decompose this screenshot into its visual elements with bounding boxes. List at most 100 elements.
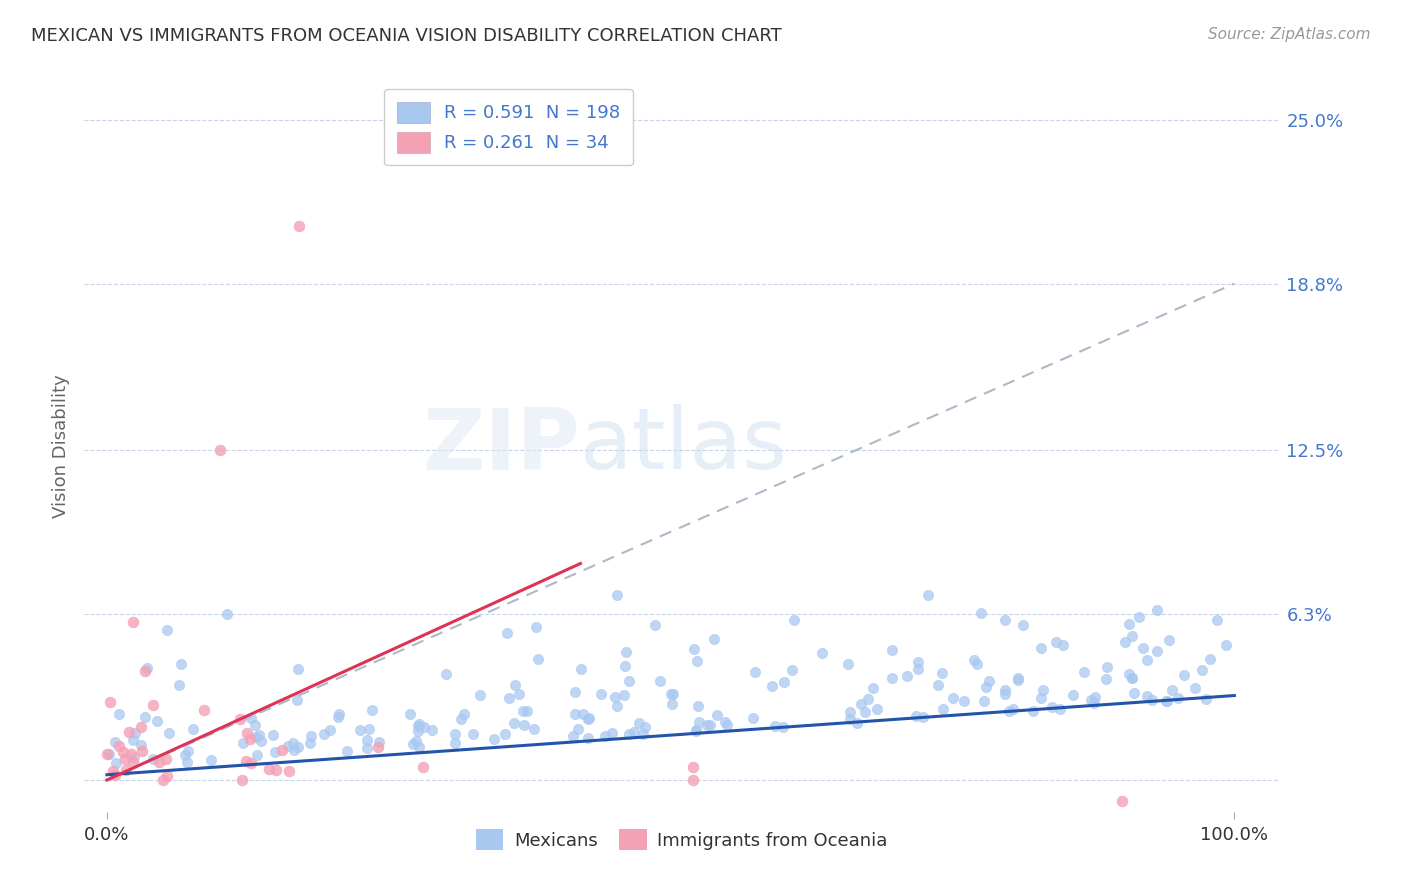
Point: [328, 706, 350, 721]
Point: [167, 678, 190, 692]
Point: [105, 756, 128, 770]
Point: [247, 728, 270, 742]
Point: [413, 720, 436, 734]
Point: [703, 632, 725, 646]
Point: [508, 687, 530, 701]
Point: [1012, 618, 1035, 632]
Point: [434, 667, 457, 681]
Point: [142, 752, 165, 766]
Point: [564, 706, 586, 721]
Point: [1114, 635, 1136, 649]
Point: [239, 731, 262, 746]
Point: [1118, 617, 1140, 632]
Point: [112, 745, 135, 759]
Point: [600, 725, 623, 739]
Point: [245, 730, 267, 744]
Point: [405, 734, 427, 748]
Point: [1154, 694, 1177, 708]
Point: [623, 725, 645, 739]
Point: [146, 714, 169, 728]
Point: [527, 651, 550, 665]
Point: [811, 647, 834, 661]
Point: [644, 618, 666, 632]
Point: [661, 698, 683, 712]
Point: [193, 703, 215, 717]
Point: [122, 755, 145, 769]
Point: [174, 747, 197, 762]
Point: [699, 718, 721, 732]
Point: [839, 705, 862, 719]
Point: [1097, 659, 1119, 673]
Point: [495, 625, 517, 640]
Point: [235, 725, 257, 739]
Point: [880, 642, 903, 657]
Point: [156, 769, 179, 783]
Point: [973, 694, 995, 708]
Point: [683, 641, 706, 656]
Point: [686, 654, 709, 668]
Point: [1121, 629, 1143, 643]
Point: [1184, 681, 1206, 696]
Point: [569, 662, 592, 676]
Point: [136, 661, 159, 675]
Point: [283, 743, 305, 757]
Legend: Mexicans, Immigrants from Oceania: Mexicans, Immigrants from Oceania: [468, 822, 896, 857]
Text: atlas: atlas: [581, 404, 789, 488]
Point: [1083, 697, 1105, 711]
Point: [1156, 694, 1178, 708]
Point: [605, 690, 627, 705]
Point: [231, 772, 253, 787]
Point: [613, 659, 636, 673]
Point: [994, 687, 1017, 701]
Point: [104, 735, 127, 749]
Point: [301, 729, 323, 743]
Point: [250, 734, 273, 748]
Point: [176, 755, 198, 769]
Point: [969, 606, 991, 620]
Point: [522, 722, 544, 736]
Point: [498, 690, 520, 705]
Point: [312, 727, 335, 741]
Point: [783, 614, 806, 628]
Point: [470, 688, 492, 702]
Point: [1095, 672, 1118, 686]
Point: [994, 613, 1017, 627]
Point: [129, 720, 152, 734]
Text: MEXICAN VS IMMIGRANTS FROM OCEANIA VISION DISABILITY CORRELATION CHART: MEXICAN VS IMMIGRANTS FROM OCEANIA VISIO…: [31, 27, 782, 45]
Point: [170, 657, 193, 671]
Point: [177, 744, 200, 758]
Point: [1122, 686, 1144, 700]
Point: [1045, 634, 1067, 648]
Point: [104, 768, 127, 782]
Point: [851, 697, 873, 711]
Point: [1040, 699, 1063, 714]
Point: [114, 763, 136, 777]
Point: [287, 739, 309, 754]
Point: [856, 691, 879, 706]
Point: [1121, 671, 1143, 685]
Point: [367, 740, 389, 755]
Point: [837, 657, 859, 671]
Point: [246, 747, 269, 762]
Point: [617, 727, 640, 741]
Point: [243, 718, 266, 732]
Point: [1161, 683, 1184, 698]
Point: [281, 736, 304, 750]
Point: [682, 760, 704, 774]
Point: [326, 709, 349, 723]
Point: [368, 735, 391, 749]
Point: [97, 747, 120, 761]
Point: [931, 666, 953, 681]
Point: [444, 735, 467, 749]
Point: [953, 694, 976, 708]
Point: [966, 657, 988, 671]
Point: [124, 726, 146, 740]
Point: [1029, 690, 1052, 705]
Point: [1205, 613, 1227, 627]
Point: [974, 680, 997, 694]
Point: [1215, 638, 1237, 652]
Point: [763, 719, 786, 733]
Point: [614, 645, 637, 659]
Point: [907, 662, 929, 676]
Text: Source: ZipAtlas.com: Source: ZipAtlas.com: [1208, 27, 1371, 42]
